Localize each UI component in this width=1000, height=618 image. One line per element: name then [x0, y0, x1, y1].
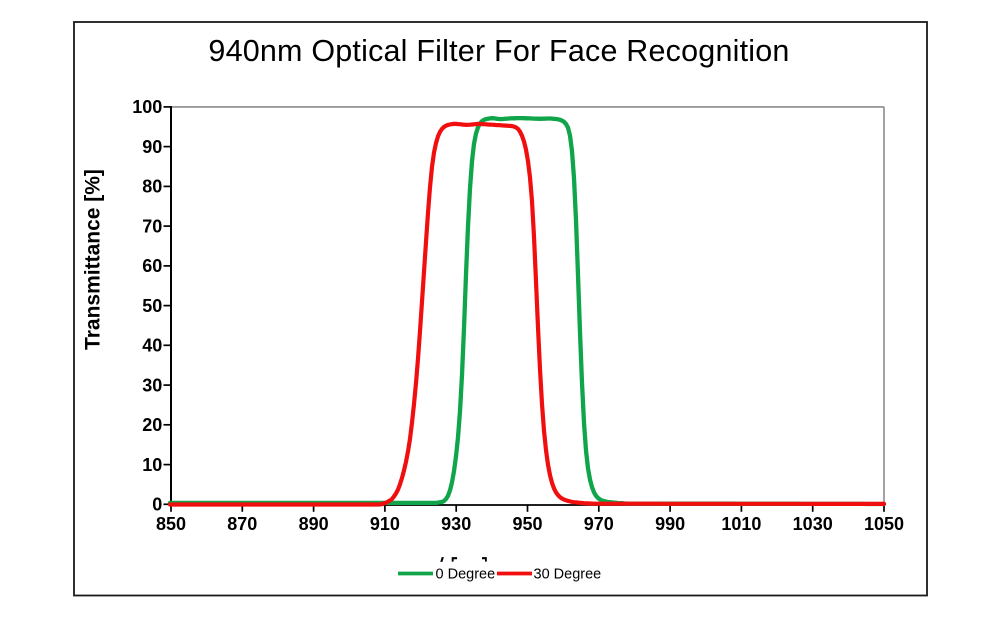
svg-text:10: 10: [142, 455, 162, 475]
svg-text:20: 20: [142, 415, 162, 435]
svg-text:60: 60: [142, 256, 162, 276]
svg-text:970: 970: [584, 514, 614, 534]
svg-text:70: 70: [142, 216, 162, 236]
svg-text:1010: 1010: [721, 514, 761, 534]
svg-text:0 Degree: 0 Degree: [436, 567, 496, 583]
svg-text:50: 50: [142, 296, 162, 316]
svg-text:850: 850: [156, 514, 186, 534]
svg-text:940nm Optical Filter For Face: 940nm Optical Filter For Face Recognitio…: [208, 34, 789, 68]
svg-text:30: 30: [142, 375, 162, 395]
svg-text:30 Degree: 30 Degree: [534, 567, 602, 583]
svg-text:0: 0: [152, 495, 162, 515]
svg-text:90: 90: [142, 137, 162, 157]
svg-text:950: 950: [512, 514, 542, 534]
svg-text:930: 930: [441, 514, 471, 534]
svg-text:1030: 1030: [793, 514, 833, 534]
svg-text:80: 80: [142, 177, 162, 197]
svg-text:990: 990: [655, 514, 685, 534]
svg-text:890: 890: [299, 514, 329, 534]
svg-text:870: 870: [227, 514, 257, 534]
svg-text:Transmittance [%]: Transmittance [%]: [82, 169, 105, 350]
svg-text:100: 100: [132, 97, 162, 117]
svg-text:910: 910: [370, 514, 400, 534]
svg-text:1050: 1050: [864, 514, 904, 534]
svg-text:40: 40: [142, 336, 162, 356]
